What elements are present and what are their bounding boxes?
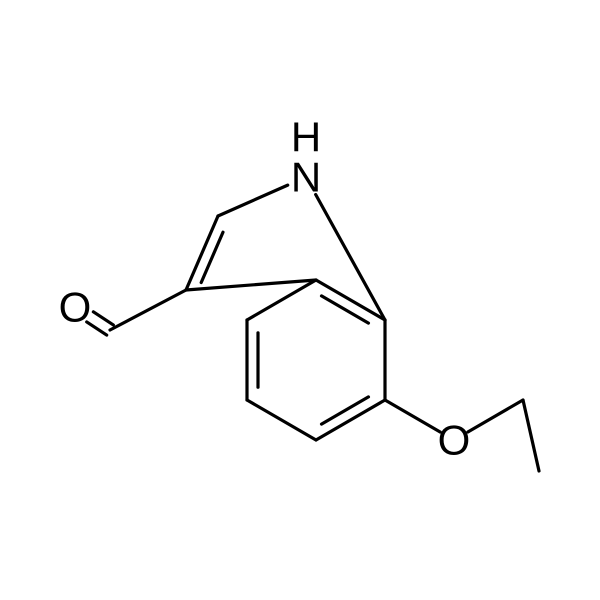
bond-line: [322, 296, 369, 323]
bond-line: [201, 232, 223, 282]
bond-line: [186, 280, 316, 290]
bond-line: [218, 185, 288, 216]
bond-layer: [87, 185, 539, 471]
bond-line: [468, 400, 523, 432]
bond-line: [523, 400, 539, 471]
bond-line: [110, 290, 186, 330]
bond-line: [385, 400, 440, 432]
atom-label-N1-N: N: [291, 154, 321, 201]
atom-label-O11-O: O: [59, 284, 92, 331]
atom-label-N1-H: H: [291, 114, 321, 161]
atom-label-O8-O: O: [438, 417, 471, 464]
bond-line: [93, 312, 113, 325]
bond-line: [247, 400, 316, 440]
molecule-diagram: NH O O: [0, 0, 600, 600]
bond-line: [322, 397, 369, 424]
